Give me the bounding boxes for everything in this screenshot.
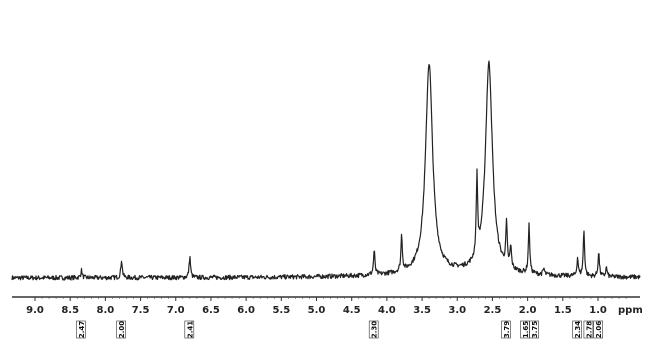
x-axis-tick-label: 9.0 bbox=[26, 305, 44, 316]
integral-label-box bbox=[572, 320, 582, 339]
integral-label-box bbox=[593, 320, 604, 339]
integral-label-box bbox=[184, 320, 195, 339]
x-axis-tick-label: 4.5 bbox=[343, 305, 361, 316]
x-axis-tick-label: 3.0 bbox=[448, 305, 466, 316]
x-axis-tick-label: 8.0 bbox=[97, 305, 115, 316]
integral-label-box bbox=[368, 320, 379, 339]
integral-value: 2.00 bbox=[118, 321, 126, 338]
x-axis-tick-label: 3.5 bbox=[413, 305, 431, 316]
integral-label: 2.41 bbox=[184, 320, 195, 339]
integral-value: 2.30 bbox=[371, 321, 379, 338]
integral-value: 3.79 bbox=[503, 321, 511, 338]
integral-label-box bbox=[76, 320, 86, 339]
x-axis-tick-label: 1.5 bbox=[554, 305, 572, 316]
integrals-layer: 2.47 2.00 2.41 2.30 3.79 1.65 3.75 2.34 2.78 2.06 bbox=[76, 320, 604, 339]
spectrum-trace bbox=[11, 60, 641, 281]
integral-label: 3.75 bbox=[529, 320, 540, 339]
integral-value: 2.06 bbox=[595, 321, 603, 338]
integral-label-box bbox=[501, 320, 511, 339]
integral-value: 2.34 bbox=[574, 321, 582, 338]
x-axis-tick-label: 2.5 bbox=[484, 305, 502, 316]
x-axis-tick-label: 1.0 bbox=[589, 305, 607, 316]
integral-label-box bbox=[116, 320, 126, 339]
x-axis-tick-label: 4.0 bbox=[378, 305, 396, 316]
integral-value: 1.65 bbox=[522, 321, 530, 338]
integral-label: 2.00 bbox=[116, 320, 126, 339]
x-axis-tick-label: 7.0 bbox=[167, 305, 185, 316]
x-axis-tick-label: 8.5 bbox=[61, 305, 79, 316]
x-axis-tick-label: 7.5 bbox=[132, 305, 150, 316]
integral-value: 2.41 bbox=[186, 321, 194, 338]
integral-label: 3.79 bbox=[501, 320, 511, 339]
x-axis-tick-label: 5.5 bbox=[272, 305, 290, 316]
integral-value: 2.78 bbox=[585, 321, 593, 338]
x-axis-unit-label: ppm bbox=[618, 305, 643, 316]
x-axis-tick-label: 5.0 bbox=[308, 305, 326, 316]
integral-label: 2.06 bbox=[593, 320, 604, 339]
integral-label: 2.47 bbox=[76, 320, 86, 339]
integral-label: 2.30 bbox=[368, 320, 379, 339]
integral-value: 3.75 bbox=[531, 321, 539, 338]
integral-label: 1.65 bbox=[520, 320, 530, 339]
spectrum-layer bbox=[11, 60, 641, 281]
x-axis-ticks: 9.0 8.5 8.0 7.5 7.0 6.5 6.0 5.5 5.0 4.5 4.0 3.5 3.0 2… bbox=[26, 297, 627, 316]
x-axis-tick-label: 6.0 bbox=[237, 305, 255, 316]
integral-label-box bbox=[529, 320, 540, 339]
integral-label: 2.78 bbox=[583, 320, 594, 339]
x-axis-tick-label: 6.5 bbox=[202, 305, 220, 316]
integral-value: 2.47 bbox=[78, 321, 86, 338]
x-axis-tick-label: 2.0 bbox=[519, 305, 537, 316]
integral-label-box bbox=[583, 320, 594, 339]
integral-label: 2.34 bbox=[572, 320, 582, 339]
